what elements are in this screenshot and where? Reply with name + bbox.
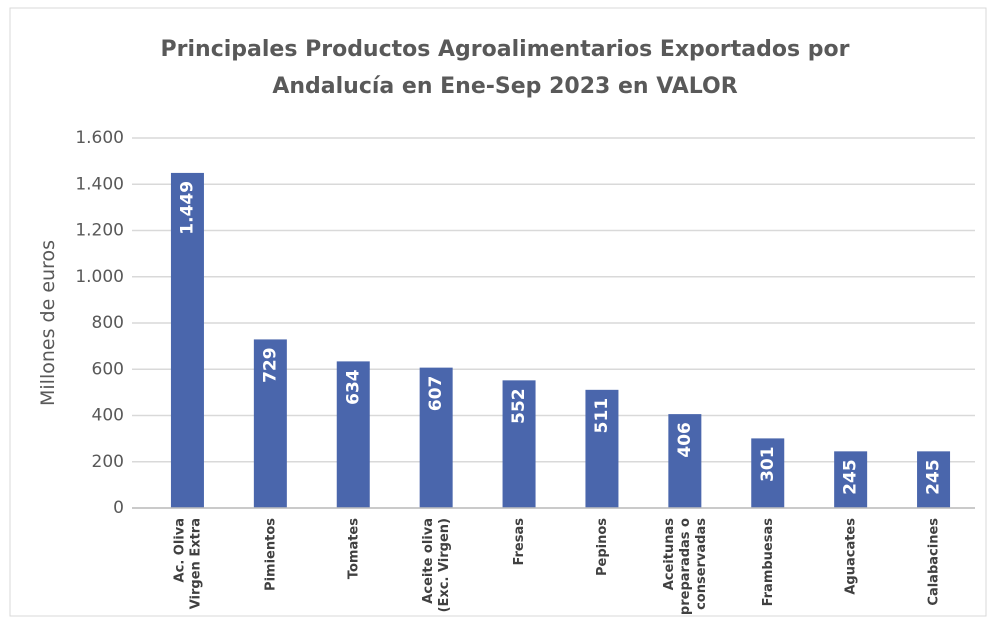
value-label: 1.449 bbox=[177, 181, 197, 235]
y-tick-label: 1.400 bbox=[75, 174, 124, 194]
bar bbox=[502, 380, 536, 508]
bar bbox=[834, 451, 868, 508]
y-tick-label: 1.200 bbox=[75, 221, 124, 241]
value-label: 607 bbox=[426, 376, 446, 412]
y-tick-label: 400 bbox=[92, 406, 124, 426]
bar bbox=[751, 438, 785, 508]
y-tick-label: 200 bbox=[92, 452, 124, 472]
value-label: 729 bbox=[260, 347, 280, 383]
value-label: 511 bbox=[592, 398, 612, 434]
bar bbox=[917, 451, 951, 508]
y-tick-label: 1.600 bbox=[75, 128, 124, 148]
value-label: 245 bbox=[924, 459, 944, 495]
value-label: 634 bbox=[343, 369, 363, 405]
bar bbox=[336, 361, 370, 508]
bar bbox=[668, 414, 702, 508]
x-tick-label: Fresas bbox=[512, 518, 527, 566]
x-tick-label: Pimientos bbox=[263, 518, 278, 591]
y-axis-label: Millones de euros bbox=[37, 240, 59, 406]
y-tick-label: 1.000 bbox=[75, 267, 124, 287]
bar bbox=[253, 339, 287, 508]
x-tick-label: Aceite oliva(Exc. Virgen) bbox=[421, 518, 452, 612]
value-label: 552 bbox=[509, 388, 529, 424]
x-tick-label: Tomates bbox=[346, 518, 361, 579]
chart-frame bbox=[9, 7, 987, 617]
y-tick-label: 800 bbox=[92, 313, 124, 333]
value-label: 245 bbox=[841, 459, 861, 495]
x-tick-label: Aceitunaspreparadas oconservadas bbox=[661, 518, 708, 615]
y-tick-label: 0 bbox=[113, 498, 124, 518]
x-tick-label: Aguacates bbox=[843, 518, 858, 595]
x-tick-label: Pepinos bbox=[594, 518, 609, 576]
bar bbox=[585, 389, 619, 508]
x-tick-label: Frambuesas bbox=[760, 518, 775, 607]
bar bbox=[419, 367, 453, 508]
bar bbox=[170, 172, 204, 508]
value-label: 301 bbox=[758, 446, 778, 482]
chart-title: Principales Productos Agroalimentarios E… bbox=[161, 37, 850, 99]
y-tick-label: 600 bbox=[92, 359, 124, 379]
value-label: 406 bbox=[675, 422, 695, 458]
x-tick-label: Calabacines bbox=[926, 518, 941, 606]
x-tick-label: Ac. OlivaVirgen Extra bbox=[172, 518, 203, 609]
